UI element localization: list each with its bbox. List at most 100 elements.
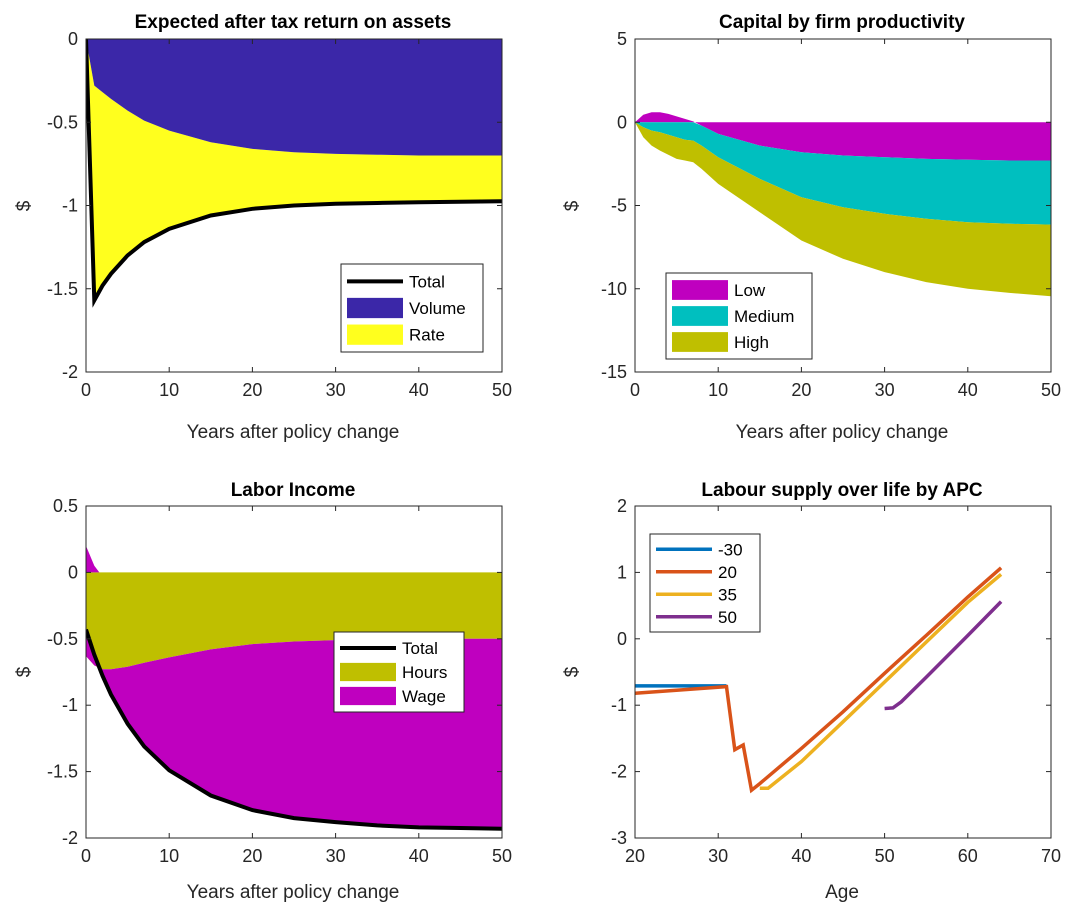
y-tick-label: -1.5 <box>47 762 78 782</box>
x-tick-label: 20 <box>791 380 811 400</box>
x-tick-label: 30 <box>875 380 895 400</box>
x-tick-label: 20 <box>242 846 262 866</box>
x-tick-label: 50 <box>1041 380 1061 400</box>
legend-swatch-Volume <box>347 297 403 319</box>
y-tick-label: -1 <box>62 196 78 216</box>
x-tick-label: 0 <box>81 846 91 866</box>
y-tick-label: -1.5 <box>47 279 78 299</box>
x-axis-label: Age <box>825 882 859 903</box>
area-high <box>635 122 1051 297</box>
x-tick-label: 30 <box>708 846 728 866</box>
y-tick-label: 0 <box>617 112 627 132</box>
plot-area: 0 10 20 30 40 50 0 -0.5 -1 -1.5 -2 <box>47 29 512 400</box>
y-tick-label: -15 <box>601 362 627 382</box>
x-tick-label: 20 <box>242 380 262 400</box>
x-tick-label: 50 <box>492 380 512 400</box>
legend-swatch-Medium <box>672 306 728 326</box>
y-tick-label: -0.5 <box>47 629 78 649</box>
axes-box <box>85 505 503 839</box>
x-tick-label: 40 <box>791 846 811 866</box>
line-35 <box>759 573 1003 790</box>
x-tick-label: 0 <box>630 380 640 400</box>
legend-swatch-Hours <box>340 662 396 682</box>
area-volume <box>86 39 502 156</box>
x-tick-label: 10 <box>159 380 179 400</box>
line-50 <box>884 600 1003 711</box>
y-tick-label: -1 <box>62 695 78 715</box>
y-tick-label: 2 <box>617 496 627 516</box>
legend: Total Volume Rate <box>340 263 484 353</box>
plot-content <box>86 39 502 308</box>
x-axis-label: Years after policy change <box>187 882 400 903</box>
plot-content <box>635 566 1003 794</box>
legend-label-Volume: Volume <box>409 299 466 318</box>
legend-label-20: 20 <box>718 563 737 582</box>
x-tick-label: 30 <box>326 846 346 866</box>
legend: Total Hours Wage <box>333 631 465 713</box>
area-medium <box>635 122 1051 225</box>
legend-label-Rate: Rate <box>409 326 445 345</box>
legend-label-50: 50 <box>718 608 737 627</box>
area-hours <box>86 572 502 670</box>
line-total <box>86 628 502 831</box>
legend-label-35: 35 <box>718 585 737 604</box>
y-tick-label: -2 <box>611 762 627 782</box>
legend-label-Total: Total <box>402 639 438 658</box>
plot-area: 20 30 40 50 60 70 2 1 0 -1 -2 -3 <box>611 496 1061 866</box>
plot-content <box>635 112 1051 297</box>
panel-capital-by-productivity: Capital by firm productivity 0 10 20 30 40 50… <box>562 12 1061 443</box>
y-axis-label: $ <box>562 200 583 211</box>
legend-swatch-Wage <box>340 686 396 706</box>
y-tick-label: -10 <box>601 279 627 299</box>
y-tick-label: 0 <box>68 562 78 582</box>
legend-label-Medium: Medium <box>734 307 794 326</box>
x-tick-label: 50 <box>875 846 895 866</box>
panel-labour-supply: Labour supply over life by APC 20 30 40 50 6… <box>562 480 1061 903</box>
x-tick-label: 0 <box>81 380 91 400</box>
x-axis-label: Years after policy change <box>187 422 400 443</box>
y-tick-label: -0.5 <box>47 112 78 132</box>
y-axis-label: $ <box>14 200 35 211</box>
area-rate <box>86 39 502 301</box>
legend: Low Medium High <box>665 272 813 360</box>
y-tick-label: 1 <box>617 562 627 582</box>
legend: -30 20 35 50 <box>649 533 761 633</box>
x-tick-label: 70 <box>1041 846 1061 866</box>
legend-label--30: -30 <box>718 540 743 559</box>
y-axis-label: $ <box>14 666 35 677</box>
x-tick-label: 50 <box>492 846 512 866</box>
panel-return-on-assets: Expected after tax return on assets 0 10 2… <box>14 12 512 443</box>
chart-title: Labour supply over life by APC <box>701 480 982 501</box>
y-tick-label: -1 <box>611 695 627 715</box>
x-tick-label: 20 <box>625 846 645 866</box>
x-tick-label: 30 <box>326 380 346 400</box>
y-tick-label: -3 <box>611 828 627 848</box>
area-wage-top <box>86 545 100 573</box>
area-low <box>635 112 1051 161</box>
y-tick-label: 5 <box>617 29 627 49</box>
x-tick-label: 10 <box>708 380 728 400</box>
y-tick-label: -2 <box>62 362 78 382</box>
chart-title: Labor Income <box>231 480 356 501</box>
line-20 <box>635 566 1003 794</box>
legend-label-Hours: Hours <box>402 663 447 682</box>
x-tick-label: 40 <box>958 380 978 400</box>
chart-title: Capital by firm productivity <box>719 12 965 33</box>
axes-box <box>634 505 1052 839</box>
legend-label-Wage: Wage <box>402 687 446 706</box>
legend-label-Low: Low <box>734 281 766 300</box>
y-axis-label: $ <box>562 666 583 677</box>
legend-swatch-High <box>672 332 728 352</box>
x-axis-label: Years after policy change <box>736 422 949 443</box>
panel-labor-income: Labor Income 0 10 20 30 40 50 0.5 0 -0.5 -1 -1.5 -2… <box>14 480 512 903</box>
legend-swatch-Low <box>672 280 728 300</box>
y-tick-label: 0 <box>617 629 627 649</box>
x-tick-label: 40 <box>409 846 429 866</box>
y-tick-label: -5 <box>611 196 627 216</box>
y-tick-label: 0 <box>68 29 78 49</box>
x-tick-label: 40 <box>409 380 429 400</box>
legend-label-High: High <box>734 333 769 352</box>
x-tick-label: 60 <box>958 846 978 866</box>
